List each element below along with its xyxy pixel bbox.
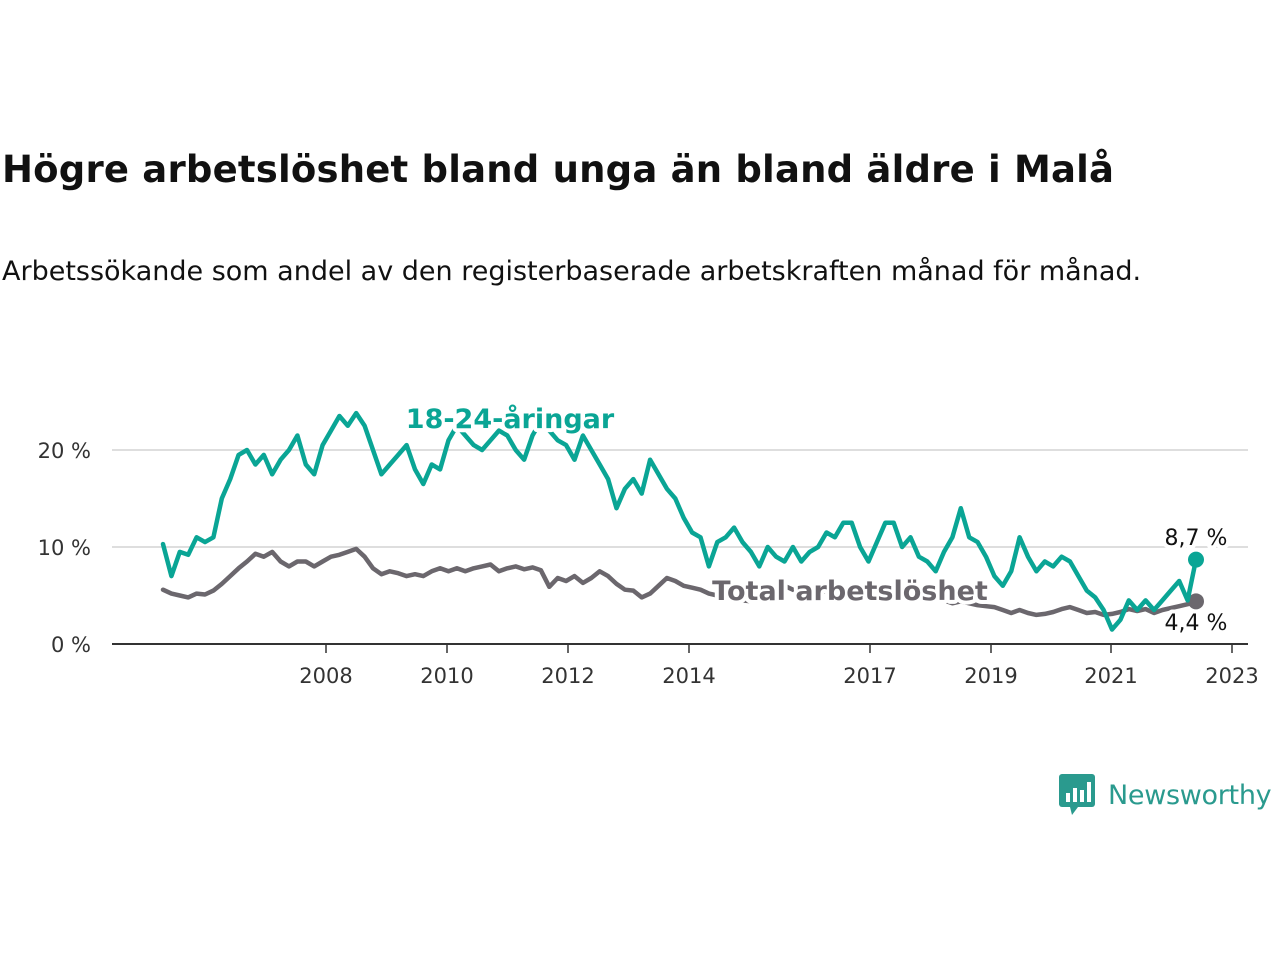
- y-tick-label: 0 %: [51, 633, 91, 657]
- end-value-total-halo: 4,4 %: [1165, 611, 1228, 636]
- series-line: [160, 410, 1199, 632]
- series-label-total-halo: Total arbetslöshet: [712, 576, 988, 607]
- series-end-point: [1188, 551, 1204, 568]
- end-value-youth-halo: 8,7 %: [1165, 526, 1228, 551]
- x-tick-label: 2014: [662, 664, 715, 688]
- y-tick-label: 20 %: [38, 439, 91, 463]
- series-label-youth: 18-24-åringar: [406, 403, 615, 435]
- x-tick-label: 2017: [843, 664, 896, 688]
- grid-layer: 0 % 10 % 20 %: [38, 439, 1248, 657]
- y-tick-label: 10 %: [38, 536, 91, 560]
- x-tick-label: 2008: [299, 664, 352, 688]
- series-end-point: [1188, 593, 1204, 610]
- chart-title: Högre arbetslöshet bland unga än bland ä…: [2, 148, 1115, 191]
- brand-logo: Newsworthy: [1058, 774, 1272, 816]
- x-tick-label: 2021: [1084, 664, 1137, 688]
- brand-name: Newsworthy: [1108, 779, 1272, 811]
- end-value-total: 4,4 %: [1165, 611, 1228, 636]
- x-tick-label: 2019: [964, 664, 1017, 688]
- x-tick-label: 2010: [420, 664, 473, 688]
- bar-chart-icon: [1059, 774, 1095, 815]
- x-tick-label: 2023: [1205, 664, 1258, 688]
- chart-subtitle: Arbetssökande som andel av den registerb…: [2, 256, 1142, 287]
- series-line: [160, 546, 1199, 618]
- end-value-youth: 8,7 %: [1165, 526, 1228, 551]
- series-label-youth-halo: 18-24-åringar: [406, 403, 615, 435]
- x-axis: 200820102012201420172019202120232025: [112, 643, 1259, 688]
- series-layer: [160, 410, 1204, 632]
- x-tick-label: 2012: [541, 664, 594, 688]
- series-label-total: Total arbetslöshet: [712, 576, 988, 607]
